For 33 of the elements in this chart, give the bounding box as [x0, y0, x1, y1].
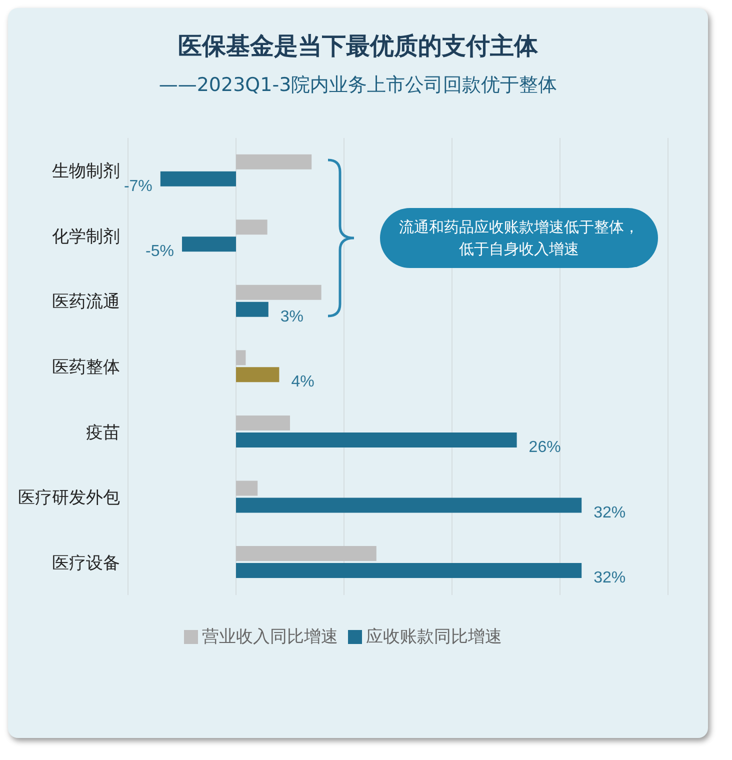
chart-subtitle: ——2023Q1-3院内业务上市公司回款优于整体 — [158, 73, 558, 98]
bar — [236, 415, 290, 430]
bar — [236, 220, 268, 235]
bar — [236, 284, 322, 300]
bar — [160, 171, 236, 186]
bar — [236, 154, 312, 170]
bar — [236, 302, 268, 317]
bar — [182, 236, 236, 252]
data-label: 4% — [291, 374, 314, 391]
bar — [236, 546, 376, 562]
data-label: -7% — [124, 178, 152, 195]
bar — [236, 563, 582, 578]
data-label: 26% — [528, 438, 561, 456]
data-label: 32% — [594, 570, 626, 587]
y-tick-label: 疫苗 — [86, 422, 120, 443]
legend-label: 营业收入同比增速 — [202, 627, 338, 647]
bar — [236, 480, 258, 496]
data-label: 3% — [280, 308, 304, 326]
y-tick-label: 医疗研发外包 — [18, 488, 120, 508]
annotation: 流通和药品应收账款增速低于整体，低于自身收入增速 — [380, 208, 658, 268]
chart-title: 医保基金是当下最优质的支付主体 — [177, 31, 539, 62]
bar — [236, 350, 246, 366]
y-tick-label: 医疗设备 — [52, 553, 120, 574]
data-label: -5% — [146, 243, 174, 260]
legend-label: 应收账款同比增速 — [366, 627, 502, 647]
data-label: 32% — [594, 504, 626, 522]
bar — [236, 367, 280, 382]
y-tick-label: 医药流通 — [52, 292, 120, 312]
bar — [236, 432, 517, 448]
y-tick-label: 医药整体 — [52, 358, 120, 378]
y-tick-label: 化学制剂 — [52, 226, 120, 247]
y-tick-label: 生物制剂 — [52, 162, 120, 182]
bar — [236, 498, 582, 513]
